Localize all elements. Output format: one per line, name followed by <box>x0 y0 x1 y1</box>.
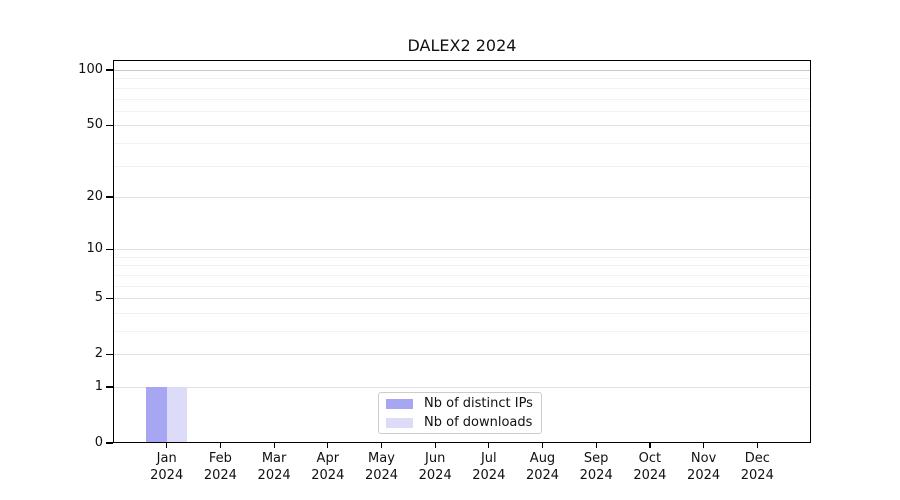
x-tick-mark <box>703 443 705 448</box>
x-tick-label: Sep 2024 <box>566 450 626 484</box>
gridline-minor <box>113 274 811 276</box>
legend-label-distinct-ips: Nb of distinct IPs <box>424 396 533 411</box>
bar-downloads <box>166 387 188 442</box>
y-tick-mark <box>106 386 113 388</box>
x-tick-mark <box>649 443 651 448</box>
legend-swatch-distinct-ips-icon <box>386 398 413 409</box>
gridline-major <box>113 387 811 388</box>
legend-item-downloads: Nb of downloads <box>386 415 541 430</box>
x-tick-label: Nov 2024 <box>674 450 734 484</box>
x-tick-label: Oct 2024 <box>620 450 680 484</box>
x-tick-mark <box>380 443 383 448</box>
x-tick-label: May 2024 <box>352 450 412 484</box>
gridline-major <box>113 249 811 251</box>
y-tick-mark <box>106 69 113 71</box>
gridline-minor <box>113 265 811 267</box>
x-tick-label-year: 2024 <box>203 468 237 483</box>
y-tick-label: 10 <box>86 241 103 257</box>
x-tick-mark <box>166 443 168 448</box>
y-tick-label: 20 <box>86 188 103 204</box>
plot-area <box>113 60 811 443</box>
x-tick-label: Feb 2024 <box>190 450 250 484</box>
gridline-major <box>113 298 811 300</box>
legend-label-downloads: Nb of downloads <box>424 415 533 430</box>
x-tick-label-year: 2024 <box>633 468 667 483</box>
gridline-major <box>113 354 811 356</box>
gridline-minor <box>113 312 811 314</box>
y-tick-label: 1 <box>94 379 103 394</box>
gridline-minor <box>113 110 811 112</box>
y-tick-label: 5 <box>94 290 103 306</box>
x-tick-label-year: 2024 <box>687 468 721 483</box>
y-tick-mark <box>106 442 113 444</box>
x-tick-label-year: 2024 <box>257 468 291 483</box>
x-tick-mark <box>595 443 597 448</box>
x-tick-mark <box>219 443 222 448</box>
x-tick-label: Jan 2024 <box>137 450 197 484</box>
y-tick-label: 0 <box>94 435 103 450</box>
y-tick-mark <box>106 124 113 126</box>
x-tick-label-year: 2024 <box>740 468 774 483</box>
x-tick-label: Apr 2024 <box>298 450 358 484</box>
x-tick-label: Aug 2024 <box>513 450 573 484</box>
gridline-minor <box>113 256 811 258</box>
x-tick-label: Jul 2024 <box>459 450 519 484</box>
bars-layer <box>113 60 811 443</box>
x-tick-label-year: 2024 <box>150 468 184 483</box>
y-tick-label: 50 <box>86 117 103 133</box>
gridline-major <box>113 196 811 198</box>
gridline-minor <box>113 165 811 167</box>
x-tick-mark <box>756 443 758 448</box>
gridline-minor <box>113 78 811 80</box>
y-tick-mark <box>106 353 113 355</box>
x-tick-label-year: 2024 <box>472 468 506 483</box>
x-tick-mark <box>273 443 275 448</box>
y-tick-label: 100 <box>78 62 103 77</box>
y-tick-mark <box>106 297 113 299</box>
x-tick-label-year: 2024 <box>311 468 345 483</box>
y-tick-mark <box>106 196 113 198</box>
x-tick-label: Jun 2024 <box>405 450 465 484</box>
x-tick-label: Mar 2024 <box>244 450 304 484</box>
x-tick-mark <box>327 443 329 448</box>
legend-swatch-downloads-icon <box>386 417 413 428</box>
legend: Nb of distinct IPs Nb of downloads <box>378 392 542 434</box>
x-tick-label-year: 2024 <box>418 468 452 483</box>
y-tick-label: 2 <box>94 346 103 362</box>
gridlines-layer <box>113 60 811 443</box>
gridline-minor <box>113 98 811 100</box>
gridline-minor <box>113 285 811 287</box>
x-tick-mark <box>541 443 544 448</box>
x-tick-label-year: 2024 <box>364 468 399 483</box>
gridline-minor <box>113 87 811 89</box>
y-tick-mark <box>106 248 113 250</box>
x-tick-mark <box>434 443 436 448</box>
x-tick-label-year: 2024 <box>525 468 560 483</box>
x-tick-label-year: 2024 <box>579 468 613 483</box>
x-tick-mark <box>488 443 490 448</box>
gridline-minor <box>113 142 811 144</box>
x-tick-label: Dec 2024 <box>727 450 787 484</box>
legend-item-distinct-ips: Nb of distinct IPs <box>386 396 541 411</box>
gridline-major <box>113 125 811 127</box>
gridline-minor <box>113 331 811 332</box>
chart-title: DALEX2 2024 <box>407 36 517 55</box>
bar-distinct-ips <box>146 387 167 442</box>
gridline-major <box>113 70 811 71</box>
